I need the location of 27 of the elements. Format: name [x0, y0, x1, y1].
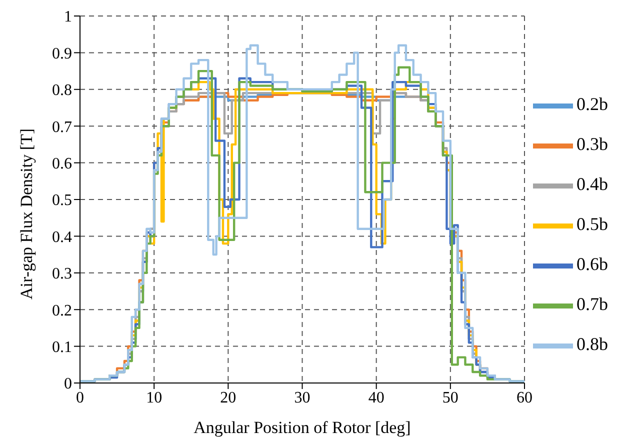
legend-label: 0.3b [576, 134, 608, 154]
x-tick-label: 0 [76, 389, 84, 406]
y-tick-label: 0.5 [52, 192, 72, 210]
legend-label: 0.2b [576, 94, 608, 114]
y-tick-label: 0 [64, 376, 72, 393]
y-tick-label: 0.8 [52, 82, 72, 100]
x-tick-label: 20 [220, 389, 236, 406]
x-axis-title: Angular Position of Rotor [deg] [194, 418, 411, 437]
legend-label: 0.6b [576, 254, 608, 274]
y-axis-title: Air-gap Flux Density [T] [17, 128, 36, 300]
legend-label: 0.8b [576, 334, 608, 354]
y-tick-label: 0.9 [52, 45, 72, 62]
y-tick-label: 1 [64, 8, 72, 26]
y-tick-label: 0.2 [52, 302, 72, 320]
x-tick-label: 60 [516, 389, 532, 406]
x-tick-label: 40 [368, 389, 384, 406]
x-tick-label: 30 [294, 389, 310, 406]
y-tick-label: 0.1 [52, 338, 72, 356]
legend-label: 0.5b [576, 214, 608, 234]
y-tick-label: 0.3 [52, 266, 72, 283]
y-tick-label: 0.4 [52, 228, 72, 246]
x-tick-label: 10 [146, 389, 162, 406]
y-tick-label: 0.6 [52, 155, 72, 172]
legend-label: 0.7b [576, 294, 608, 314]
legend-label: 0.4b [576, 174, 608, 194]
y-tick-label: 0.7 [52, 118, 72, 136]
x-tick-label: 50 [442, 389, 458, 406]
